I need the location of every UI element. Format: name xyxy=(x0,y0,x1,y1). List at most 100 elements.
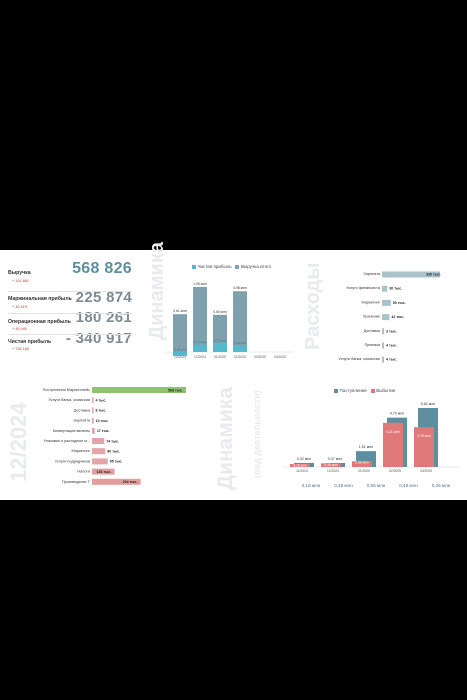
category-label: Услуги банка, комиссии xyxy=(48,398,90,402)
kpi-value: 180 261 xyxy=(75,309,132,326)
x-tick-label: 03/2025 xyxy=(420,469,432,473)
x-tick-label: 01/2025 xyxy=(214,355,226,359)
profit-bar-label: -0,06 млн xyxy=(173,348,187,352)
category-label: Услуги финансиста xyxy=(346,286,381,290)
profit-bar xyxy=(233,345,247,352)
cashflow-bar-label: 136 тыс. xyxy=(97,470,112,474)
legend-label-inflow: Поступление xyxy=(339,388,367,393)
kpi-delta: + 736 169 xyxy=(12,347,29,351)
expense-bar xyxy=(382,356,384,363)
cashflow-bar-label: 10 тыс. xyxy=(96,419,109,423)
legend-label-outflow: Выбытие xyxy=(376,388,396,393)
cashflow-bar-label: 294 тыс. xyxy=(123,480,138,484)
kpi-label: Выручка xyxy=(8,270,31,276)
revenue-bar-label: 0,60 млн xyxy=(213,310,227,314)
legend-swatch-inflow xyxy=(334,388,338,393)
expense-bar-label: 4 тыс. xyxy=(386,344,397,348)
profit-bar xyxy=(173,352,187,356)
kpi-delta: + 151 861 xyxy=(12,279,29,283)
outflow-bar-label: 4,21 млн xyxy=(386,430,400,434)
inflow-bar-label: 5,62 млн xyxy=(421,402,436,406)
category-label: Хранение xyxy=(363,315,380,319)
expense-bar-label: 42 тыс. xyxy=(391,315,404,319)
expense-bar-label: 3 тыс. xyxy=(386,329,397,333)
outflow-bar xyxy=(290,464,310,467)
cashflow-bar xyxy=(92,427,95,434)
x-tick-label: 12/2024 xyxy=(194,355,206,359)
inflow-bar-label: 0,37 млн xyxy=(328,457,343,461)
category-label: Упаковка и расходные м... xyxy=(44,439,90,443)
outflow-bar-label: 0,16 млн xyxy=(293,464,307,468)
outflow-bar xyxy=(383,422,403,467)
category-label: Маркетинг xyxy=(362,300,381,304)
kpi-value: 225 874 xyxy=(75,289,132,306)
profit-bar xyxy=(213,343,227,352)
inflow-bar-label: 1,51 млн xyxy=(359,445,374,449)
category-label: Конвертация валюты xyxy=(53,429,91,433)
outflow-bar-label: 3,79 млн xyxy=(417,434,431,438)
watermark-period: 12/2024 xyxy=(6,402,31,482)
cashflow-bar-label: 8 тыс. xyxy=(96,409,107,413)
outflow-bar xyxy=(414,427,434,467)
expense-bar xyxy=(382,328,384,335)
watermark-dynamics-2: Динамика xyxy=(214,387,237,490)
cashflow-bar xyxy=(92,448,106,455)
inflow-bar-label: 4,70 млн xyxy=(390,412,405,416)
profit-bar-label: 0,17 млн xyxy=(194,340,207,344)
cashflow-bar xyxy=(92,407,94,414)
chart1-legend: Чистая прибыль Выручка итого xyxy=(192,264,271,269)
x-tick-label: 01/2025 xyxy=(358,469,370,473)
category-label: Маркетинг xyxy=(72,449,91,453)
kpi-value: - 340 917 xyxy=(65,330,132,347)
chart-expenses: Зарплата 330 тыс. Услуги финансиста 30 тыс.… xyxy=(338,271,441,363)
revenue-bar xyxy=(213,314,227,352)
revenue-bar-label: 1,05 млн xyxy=(193,282,207,286)
legend-swatch-profit xyxy=(192,264,196,269)
dashboard: Выручка + 151 861 568 826 Маржинальная п… xyxy=(0,242,467,500)
kpi-value: 568 826 xyxy=(72,260,132,277)
chart-dynamics: 0,61 млн -0,06 млн 12/2024 1,05 млн 0,17 млн… xyxy=(165,282,293,359)
expense-bar-label: 30 тыс. xyxy=(389,287,402,291)
cashflow-bar xyxy=(92,417,94,424)
outflow-bar-label: 0,55 млн xyxy=(355,461,369,465)
cashflow-bar-label: 568 тыс. xyxy=(168,388,183,392)
revenue-bar xyxy=(173,314,187,352)
category-label: Доставка xyxy=(74,408,91,412)
footer-value: 0,35 млн xyxy=(334,483,353,488)
x-tick-label: 11/2024 xyxy=(296,469,308,473)
chart4-legend: Поступление Выбытие xyxy=(334,388,395,393)
category-label: Зарплата xyxy=(73,419,91,423)
expense-bar xyxy=(382,314,390,321)
expense-bar xyxy=(382,271,440,278)
category-label: Поступления Маркетплейс xyxy=(43,388,90,392)
inflow-bar-label: 0,32 млн xyxy=(297,457,312,461)
cashflow-bar xyxy=(92,458,108,465)
x-tick-label: 02/2025 xyxy=(389,469,401,473)
category-label: Производство Т xyxy=(62,480,91,484)
profit-bar-label: 0,22 млн xyxy=(214,339,227,343)
cashflow-bar-label: 95 тыс. xyxy=(110,460,123,464)
expense-bar-label: 330 тыс. xyxy=(426,273,441,277)
outflow-bar xyxy=(321,463,341,467)
kpi-label: Маржинальная прибыль xyxy=(8,296,72,302)
kpi-label: Операционная прибыль xyxy=(8,319,71,325)
x-tick-label: 04/2025 xyxy=(274,355,286,359)
category-label: Услуги банка, комиссии xyxy=(338,357,380,361)
revenue-bar-label: 0,61 млн xyxy=(173,309,187,313)
footer-value: 0,55 млн xyxy=(366,483,386,488)
category-label: Зарплата xyxy=(363,272,381,276)
category-label: Услуги подрядчиков xyxy=(55,459,90,463)
x-tick-label: 03/2025 xyxy=(254,355,266,359)
kpi-label: Чистая прибыль xyxy=(8,339,52,345)
cashflow-bar xyxy=(92,387,186,393)
cashflow-bar-label: 17 тыс. xyxy=(97,429,110,433)
category-label: Доставка xyxy=(364,329,381,333)
legend-swatch-outflow xyxy=(370,388,375,393)
profit-bar-label: 0,15 млн xyxy=(234,341,247,345)
category-label: Налоги xyxy=(77,470,90,474)
cashflow-bar-label: 74 тыс. xyxy=(106,439,119,443)
kpi-delta: + 30 419 xyxy=(12,305,27,309)
x-tick-label: 12/2024 xyxy=(327,469,339,473)
cashflow-bar xyxy=(92,397,94,404)
